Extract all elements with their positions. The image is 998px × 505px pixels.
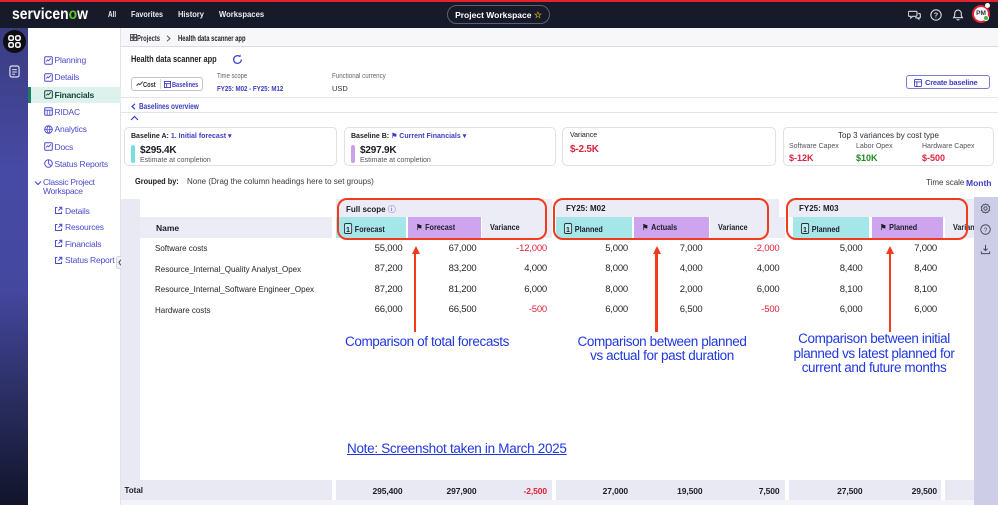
svg-text:?: ? xyxy=(934,10,939,19)
svg-text:?: ? xyxy=(984,227,988,234)
